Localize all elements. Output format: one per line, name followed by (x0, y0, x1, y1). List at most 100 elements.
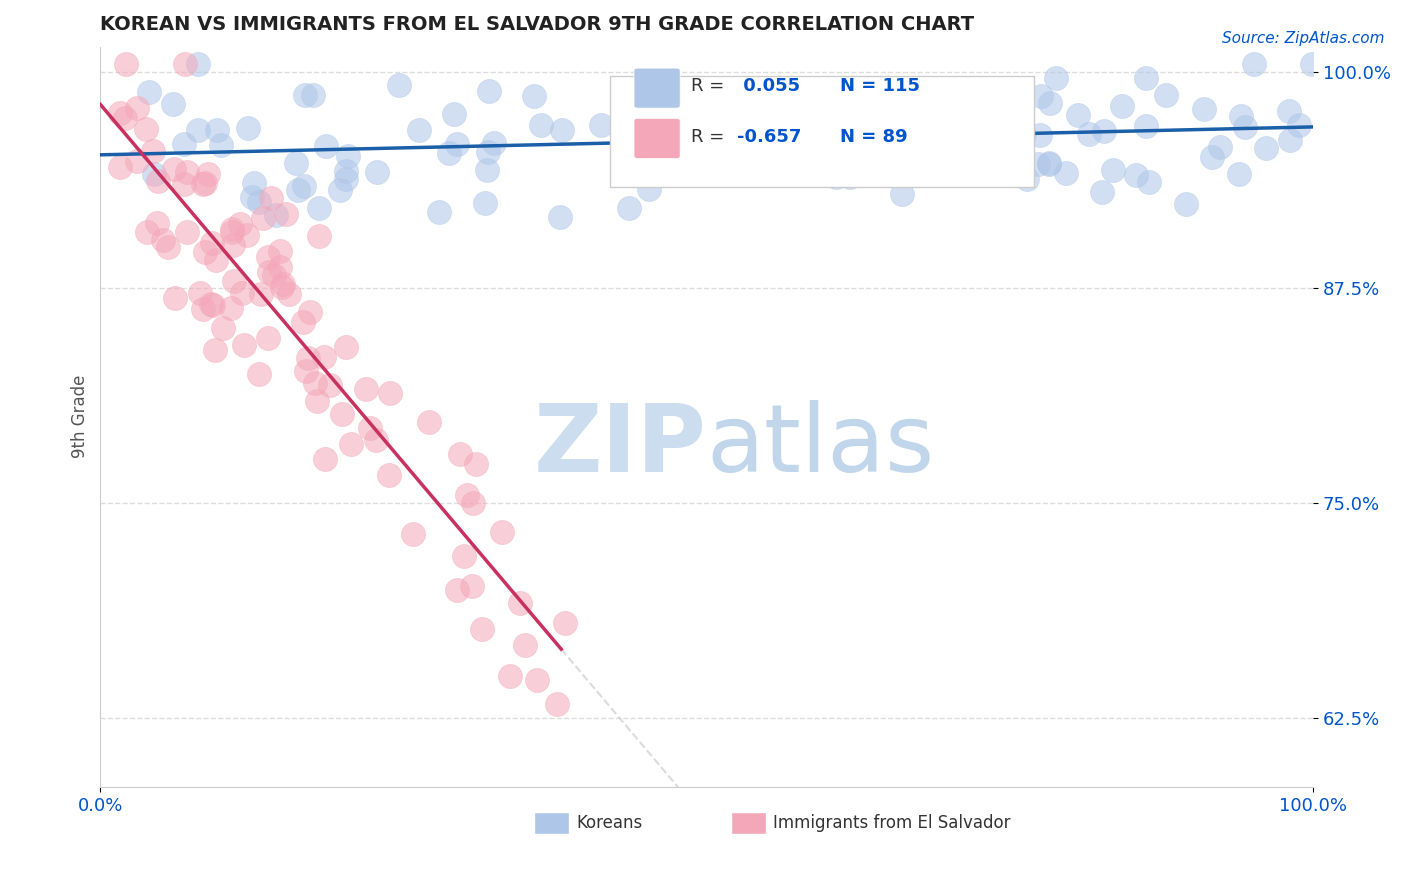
Point (935, 103, 957, 117)
Point (295, 364, 318, 378)
Point (747, 105, 769, 120)
Point (221, 221, 243, 235)
Point (478, 84, 501, 98)
Point (319, 378, 342, 392)
Text: Source: ZipAtlas.com: Source: ZipAtlas.com (1222, 31, 1385, 46)
Point (475, 162, 498, 177)
Point (509, 597, 531, 611)
Point (914, 98, 936, 112)
Point (1067, 108, 1090, 122)
Point (162, 96, 184, 111)
Point (554, 615, 576, 630)
Point (299, 305, 322, 319)
Point (1102, 163, 1125, 178)
Point (287, 183, 309, 197)
Point (1192, 103, 1215, 117)
Point (294, 88, 316, 103)
Point (335, 340, 357, 354)
Point (1017, 172, 1039, 186)
Point (973, 115, 995, 129)
Point (1029, 128, 1052, 143)
Text: R =: R = (690, 128, 724, 146)
Point (315, 138, 337, 153)
Point (1029, 89, 1052, 103)
Point (1154, 87, 1177, 102)
Point (945, 159, 967, 173)
Text: KOREAN VS IMMIGRANTS FROM EL SALVADOR 9TH GRADE CORRELATION CHART: KOREAN VS IMMIGRANTS FROM EL SALVADOR 9T… (100, 15, 974, 34)
Point (879, 116, 901, 130)
Point (1174, 196, 1197, 211)
Point (1054, 166, 1077, 180)
Point (335, 164, 357, 178)
Point (240, 189, 263, 203)
Text: ZIP: ZIP (534, 401, 707, 492)
Point (418, 415, 440, 429)
Point (1078, 128, 1101, 142)
Point (233, 338, 256, 352)
Point (191, 301, 214, 316)
Point (221, 225, 243, 239)
Point (263, 268, 285, 282)
Point (922, 145, 945, 160)
Point (163, 161, 186, 176)
Point (464, 457, 486, 471)
Point (176, 165, 198, 179)
Point (1288, 118, 1310, 132)
Point (546, 698, 568, 712)
Point (156, 240, 179, 254)
Point (1111, 99, 1133, 113)
Point (191, 177, 214, 191)
Point (977, 95, 1000, 110)
Point (1201, 150, 1223, 164)
Point (202, 298, 225, 312)
Point (1002, 84, 1025, 98)
Y-axis label: 9th Grade: 9th Grade (72, 375, 89, 458)
FancyBboxPatch shape (610, 77, 1035, 187)
Point (278, 287, 301, 301)
Point (305, 394, 328, 409)
Point (231, 285, 253, 300)
Point (152, 233, 174, 247)
Point (1028, 157, 1050, 171)
Point (340, 436, 363, 450)
Point (329, 183, 352, 197)
Point (146, 174, 169, 188)
Point (200, 297, 222, 311)
Point (523, 89, 546, 103)
Point (988, 140, 1011, 154)
Point (222, 237, 245, 252)
Point (932, 110, 955, 124)
Point (388, 78, 411, 93)
Point (222, 274, 245, 288)
Point (378, 468, 401, 483)
Point (257, 265, 280, 279)
Point (1038, 156, 1060, 170)
Point (302, 87, 325, 102)
Point (471, 622, 494, 636)
Point (638, 182, 661, 196)
Point (259, 191, 281, 205)
Point (1137, 175, 1160, 189)
Point (205, 122, 228, 136)
Point (229, 217, 252, 231)
Point (250, 287, 273, 301)
Point (257, 250, 280, 264)
Point (308, 228, 330, 243)
Point (644, 111, 666, 125)
Point (252, 211, 274, 225)
Point (474, 196, 496, 211)
Point (194, 177, 217, 191)
Text: R =: R = (690, 77, 724, 95)
Point (1125, 168, 1147, 182)
Point (800, 94, 823, 108)
Point (446, 136, 468, 151)
Point (174, 57, 197, 71)
Point (127, 153, 149, 168)
Point (145, 216, 167, 230)
Point (270, 280, 292, 294)
Point (110, 160, 132, 174)
Point (114, 112, 136, 126)
Point (499, 669, 522, 683)
Point (513, 639, 536, 653)
Point (453, 549, 475, 563)
